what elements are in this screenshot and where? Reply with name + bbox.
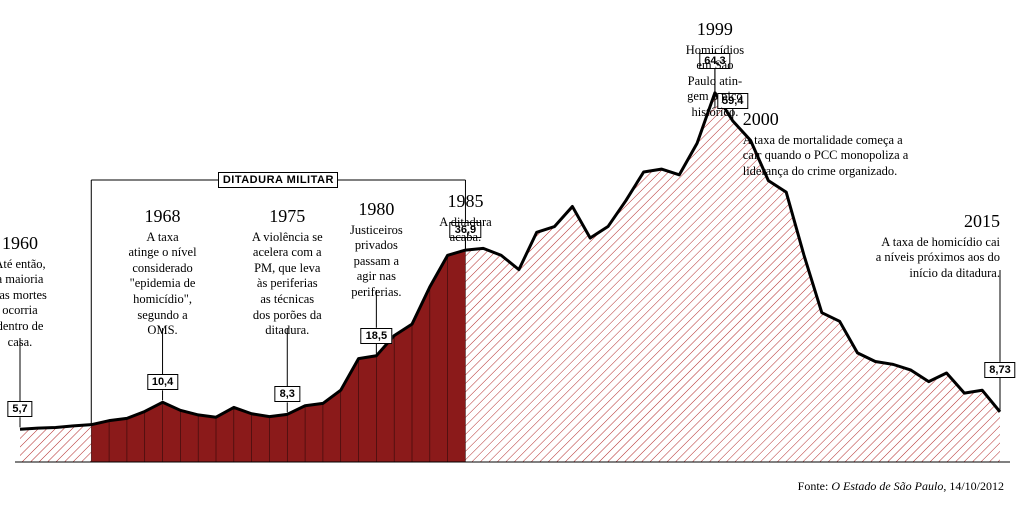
homicide-chart: DITADURA MILITAR Fonte: O Estado de São … bbox=[0, 0, 1024, 508]
value-label-1968: 10,4 bbox=[147, 374, 178, 390]
annotation-2015: 2015A taxa de homicídio caia níveis próx… bbox=[830, 210, 1000, 281]
annotation-year: 1975 bbox=[240, 205, 335, 228]
annotation-1975: 1975A violência seacelera com aPM, que l… bbox=[240, 205, 335, 339]
annotation-year: 1999 bbox=[672, 18, 757, 41]
value-label-1975: 8,3 bbox=[275, 386, 300, 402]
annotation-1960: 1960Até então,a maioriadas mortesocorria… bbox=[0, 232, 55, 350]
annotation-1980: 1980Justiceirosprivadospassam aagir nasp… bbox=[336, 198, 416, 301]
annotation-year: 2000 bbox=[743, 108, 953, 131]
ditadura-militar-label: DITADURA MILITAR bbox=[218, 172, 338, 188]
annotation-text: Justiceirosprivadospassam aagir nasperif… bbox=[336, 223, 416, 301]
annotation-text: A violência seacelera com aPM, que levaà… bbox=[240, 230, 335, 339]
annotation-2000: 2000A taxa de mortalidade começa acair q… bbox=[743, 108, 953, 179]
value-label-2015: 8,73 bbox=[984, 362, 1015, 378]
value-label-1960: 5,7 bbox=[7, 401, 32, 417]
annotation-year: 1985 bbox=[425, 190, 505, 213]
source-prefix: Fonte: bbox=[798, 479, 832, 493]
annotation-year: 2015 bbox=[830, 210, 1000, 233]
value-label-1980: 18,5 bbox=[361, 328, 392, 344]
annotation-1968: 1968A taxaatinge o nívelconsiderado"epid… bbox=[118, 205, 208, 339]
annotation-text: A taxa de mortalidade começa acair quand… bbox=[743, 133, 953, 180]
annotation-year: 1960 bbox=[0, 232, 55, 255]
annotation-text: A taxaatinge o nívelconsiderado"epidemia… bbox=[118, 230, 208, 339]
annotation-1999: 1999Homicídiosem SãoPaulo atin-gem o pic… bbox=[672, 18, 757, 121]
source-citation: Fonte: O Estado de São Paulo, 14/10/2012 bbox=[798, 479, 1004, 494]
source-suffix: , 14/10/2012 bbox=[943, 479, 1004, 493]
annotation-text: A ditaduraacaba. bbox=[425, 215, 505, 246]
annotation-1985: 1985A ditaduraacaba. bbox=[425, 190, 505, 246]
annotation-text: Até então,a maioriadas mortesocorriadent… bbox=[0, 257, 55, 351]
annotation-year: 1968 bbox=[118, 205, 208, 228]
annotation-text: A taxa de homicídio caia níveis próximos… bbox=[830, 235, 1000, 282]
annotation-year: 1980 bbox=[336, 198, 416, 221]
source-italic: O Estado de São Paulo bbox=[831, 479, 943, 493]
